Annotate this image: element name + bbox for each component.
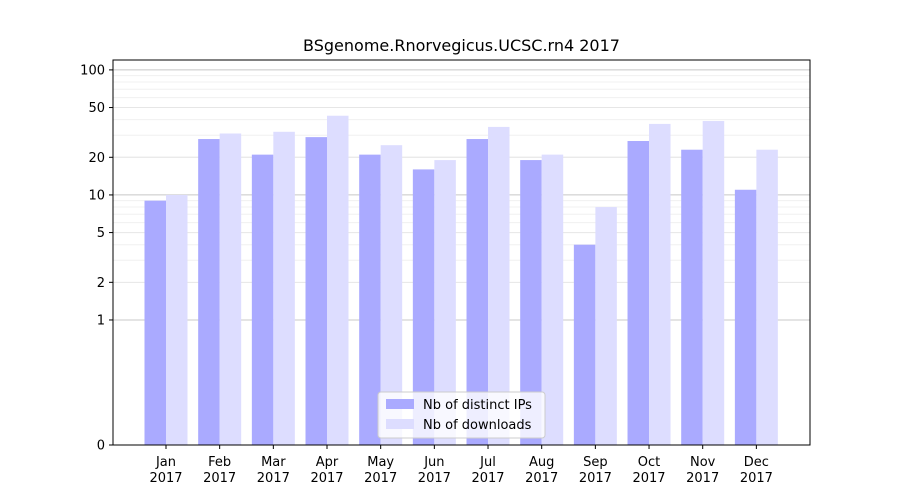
bar-distinct-ips [734,189,757,445]
bar-downloads [488,126,510,446]
bar-distinct-ips [412,169,435,445]
y-tick-label: 50 [88,101,105,116]
bar-distinct-ips [520,160,542,445]
bars [144,115,778,446]
bar-downloads [327,115,349,445]
y-tick-label: 10 [88,188,105,203]
bar-distinct-ips [573,244,596,445]
plot-frame [112,59,811,446]
legend-label: Nb of downloads [423,418,532,433]
bar-downloads [649,123,671,445]
bar-downloads [380,145,403,445]
bar-downloads [434,160,456,445]
y-tick-label: 20 [88,151,105,166]
x-tick-label: Oct 2017 [632,455,665,486]
legend-swatch [386,419,414,429]
bar-downloads [595,207,617,445]
bar-downloads [219,133,242,445]
bar-downloads [166,194,188,445]
legend-box [377,391,546,439]
x-tick-label: Mar 2017 [257,455,290,486]
chart-title: BSgenome.Rnorvegicus.UCSC.rn4 2017 [303,36,620,55]
x-tick-label: Dec 2017 [740,455,773,486]
x-tick-label: Sep 2017 [579,455,612,486]
x-tick-label: Jan 2017 [149,455,182,486]
x-tick-label: Feb 2017 [203,455,236,486]
y-tick-label: 0 [97,439,105,454]
bar-downloads [702,121,725,446]
x-tick-label: May 2017 [364,455,397,486]
legend: Nb of distinct IPs Nb of downloads [377,391,546,439]
x-tick-label: Jun 2017 [418,455,451,486]
x-tick-label: Nov 2017 [686,455,719,486]
bar-downloads [273,131,295,445]
bar-distinct-ips [144,200,166,445]
x-axis: Jan 2017 Feb 2017 Mar 2017 Apr 2017 May 2017 Jun 20… [149,445,773,486]
bar-downloads [541,154,564,446]
x-tick-label: Apr 2017 [310,455,343,486]
y-tick-label: 1 [97,313,105,328]
bar-distinct-ips [681,149,703,446]
bar-distinct-ips [627,140,650,445]
legend-swatch [386,399,414,409]
bar-distinct-ips [251,154,274,446]
bar-distinct-ips [198,139,220,445]
bar-distinct-ips [359,154,381,446]
bar-distinct-ips [305,137,328,445]
y-tick-label: 2 [97,276,105,291]
x-tick-label: Jul 2017 [471,455,504,486]
bar-distinct-ips [466,139,489,445]
y-axis: 0 1 2 5 10 20 50 100 [80,63,113,454]
y-tick-label: 100 [80,63,105,78]
bar-downloads [756,149,778,446]
x-tick-label: Aug 2017 [525,455,558,486]
legend-label: Nb of distinct IPs [423,398,532,413]
y-tick-label: 5 [97,226,105,241]
